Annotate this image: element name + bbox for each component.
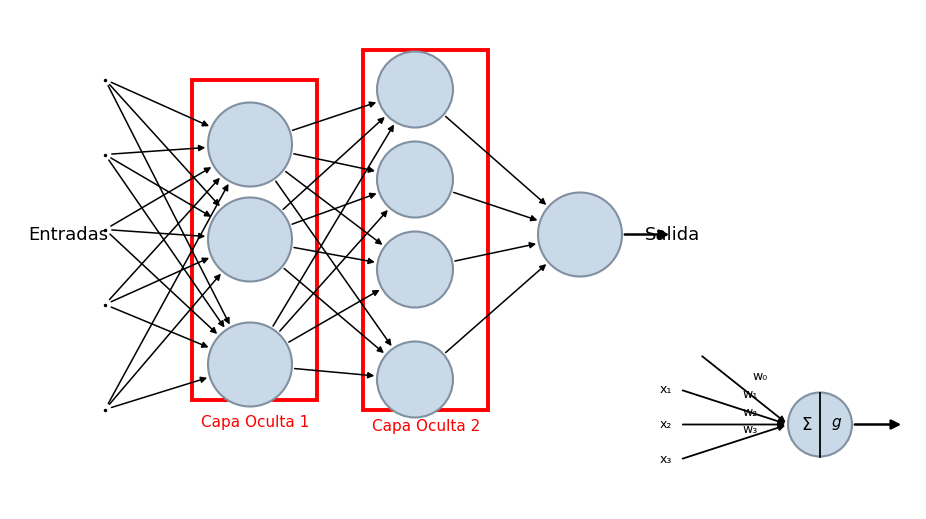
Text: x₁: x₁ xyxy=(659,383,672,396)
Text: Capa Oculta 1: Capa Oculta 1 xyxy=(201,415,309,430)
Circle shape xyxy=(788,392,852,457)
Circle shape xyxy=(377,342,453,417)
Circle shape xyxy=(208,198,292,281)
Text: w₀: w₀ xyxy=(752,371,767,384)
Text: Entradas: Entradas xyxy=(28,225,108,243)
Circle shape xyxy=(377,51,453,128)
Circle shape xyxy=(208,322,292,406)
Bar xyxy=(363,49,488,409)
Text: x₃: x₃ xyxy=(659,453,672,466)
Text: w₁: w₁ xyxy=(742,388,757,401)
Circle shape xyxy=(377,231,453,307)
Text: $\Sigma$: $\Sigma$ xyxy=(801,416,812,433)
Text: w₃: w₃ xyxy=(742,423,757,436)
Text: $g$: $g$ xyxy=(832,417,842,432)
Text: w₂: w₂ xyxy=(742,405,757,418)
Circle shape xyxy=(377,142,453,217)
Text: Capa Oculta 2: Capa Oculta 2 xyxy=(372,419,480,434)
Circle shape xyxy=(208,102,292,186)
Circle shape xyxy=(538,193,622,277)
Text: x₂: x₂ xyxy=(659,418,672,431)
Text: Salida: Salida xyxy=(645,225,700,243)
Bar xyxy=(192,79,317,400)
